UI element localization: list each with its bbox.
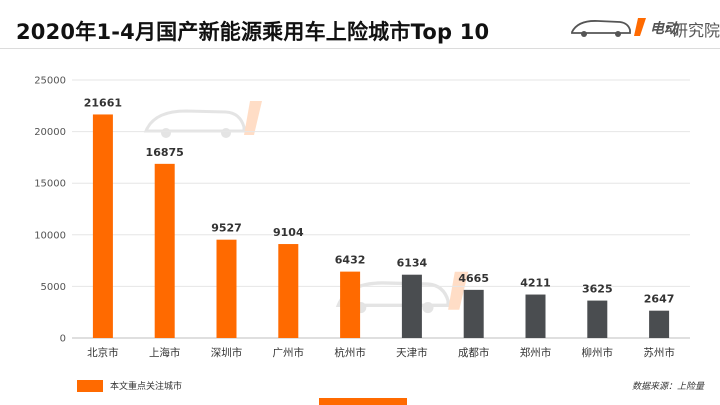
x-tick-label: 杭州市 [334,346,366,359]
header-divider [0,48,720,49]
x-tick-label: 柳州市 [582,346,614,359]
data-label: 6134 [397,257,428,270]
data-source: 数据来源：上险量 [631,382,704,392]
brand-logo-icon: 电动 [571,18,680,37]
data-label: 16875 [146,146,184,159]
x-tick-label: 天津市 [396,346,428,359]
x-tick-label: 北京市 [87,346,119,359]
data-label: 2647 [644,293,675,306]
bar [278,244,299,338]
svg-text:电动: 电动 [650,20,680,37]
legend-swatch [77,380,103,392]
x-tick-label: 郑州市 [520,346,552,359]
bar [154,163,175,338]
data-label: 21661 [84,96,122,109]
bar [463,289,484,338]
brand-name: 研究院 [672,21,720,40]
y-tick-label: 20000 [34,127,66,138]
bar-chart: 0 5000 10000 15000 20000 25000 21661 北京市 16875 上海… [34,76,690,359]
bar [216,239,237,338]
bar [525,294,546,338]
legend-label: 本文重点关注城市 [110,382,183,392]
bar [92,114,113,338]
data-label: 9527 [211,222,242,235]
footer-accent-bar [319,398,407,405]
y-tick-label: 15000 [34,179,66,190]
x-tick-label: 苏州市 [643,346,675,359]
y-tick-label: 25000 [34,76,66,87]
x-tick-label: 深圳市 [211,346,243,359]
data-label: 4665 [458,272,489,285]
y-tick-label: 10000 [34,230,66,241]
x-tick-label: 上海市 [149,346,181,359]
chart-title: 2020年1-4月国产新能源乘用车上险城市Top 10 [16,20,490,44]
y-tick-label: 0 [60,334,66,345]
bar [401,274,422,338]
bar [587,300,608,338]
data-label: 9104 [273,226,304,239]
data-label: 3625 [582,283,613,296]
data-label: 6432 [335,254,366,267]
bar [649,310,670,338]
watermark-icon [143,101,262,138]
data-label: 4211 [520,277,551,290]
x-tick-label: 广州市 [273,346,305,359]
x-tick-label: 成都市 [458,346,490,359]
bar [340,271,361,338]
y-tick-label: 5000 [41,282,66,293]
